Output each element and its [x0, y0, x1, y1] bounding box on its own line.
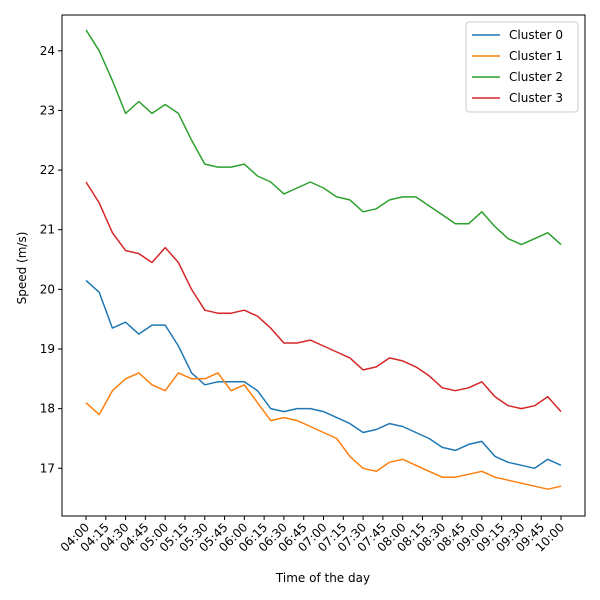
y-tick-label: 19: [40, 342, 55, 356]
legend-box: [465, 21, 579, 113]
y-tick-label: 17: [40, 461, 55, 475]
legend-entry: Cluster 0: [509, 28, 563, 42]
y-tick-label: 24: [40, 44, 55, 58]
legend-entry: Cluster 1: [509, 49, 563, 63]
plot-frame: [61, 14, 586, 517]
legend-entry: Cluster 3: [509, 91, 563, 105]
series-line-0: [85, 279, 562, 470]
series-line-3: [85, 181, 562, 413]
y-tick-label: 23: [40, 103, 55, 117]
y-axis-label: Speed (m/s): [15, 232, 29, 305]
y-tick-label: 21: [40, 223, 55, 237]
x-axis-ticks: 04:0004:1504:3004:4505:0005:1505:3005:45…: [58, 516, 567, 555]
x-axis-label: Time of the day: [275, 571, 370, 585]
legend-entry: Cluster 2: [509, 70, 563, 84]
y-tick-label: 20: [40, 282, 55, 296]
y-tick-label: 18: [40, 402, 55, 416]
series-line-2: [85, 29, 562, 246]
y-tick-label: 22: [40, 163, 55, 177]
series-layer: [85, 29, 562, 490]
y-axis-ticks: 17 18 19 20 21 22 23 24: [40, 44, 62, 475]
series-line-1: [85, 372, 562, 490]
legend: Cluster 0 Cluster 1 Cluster 2 Cluster 3: [465, 21, 579, 113]
